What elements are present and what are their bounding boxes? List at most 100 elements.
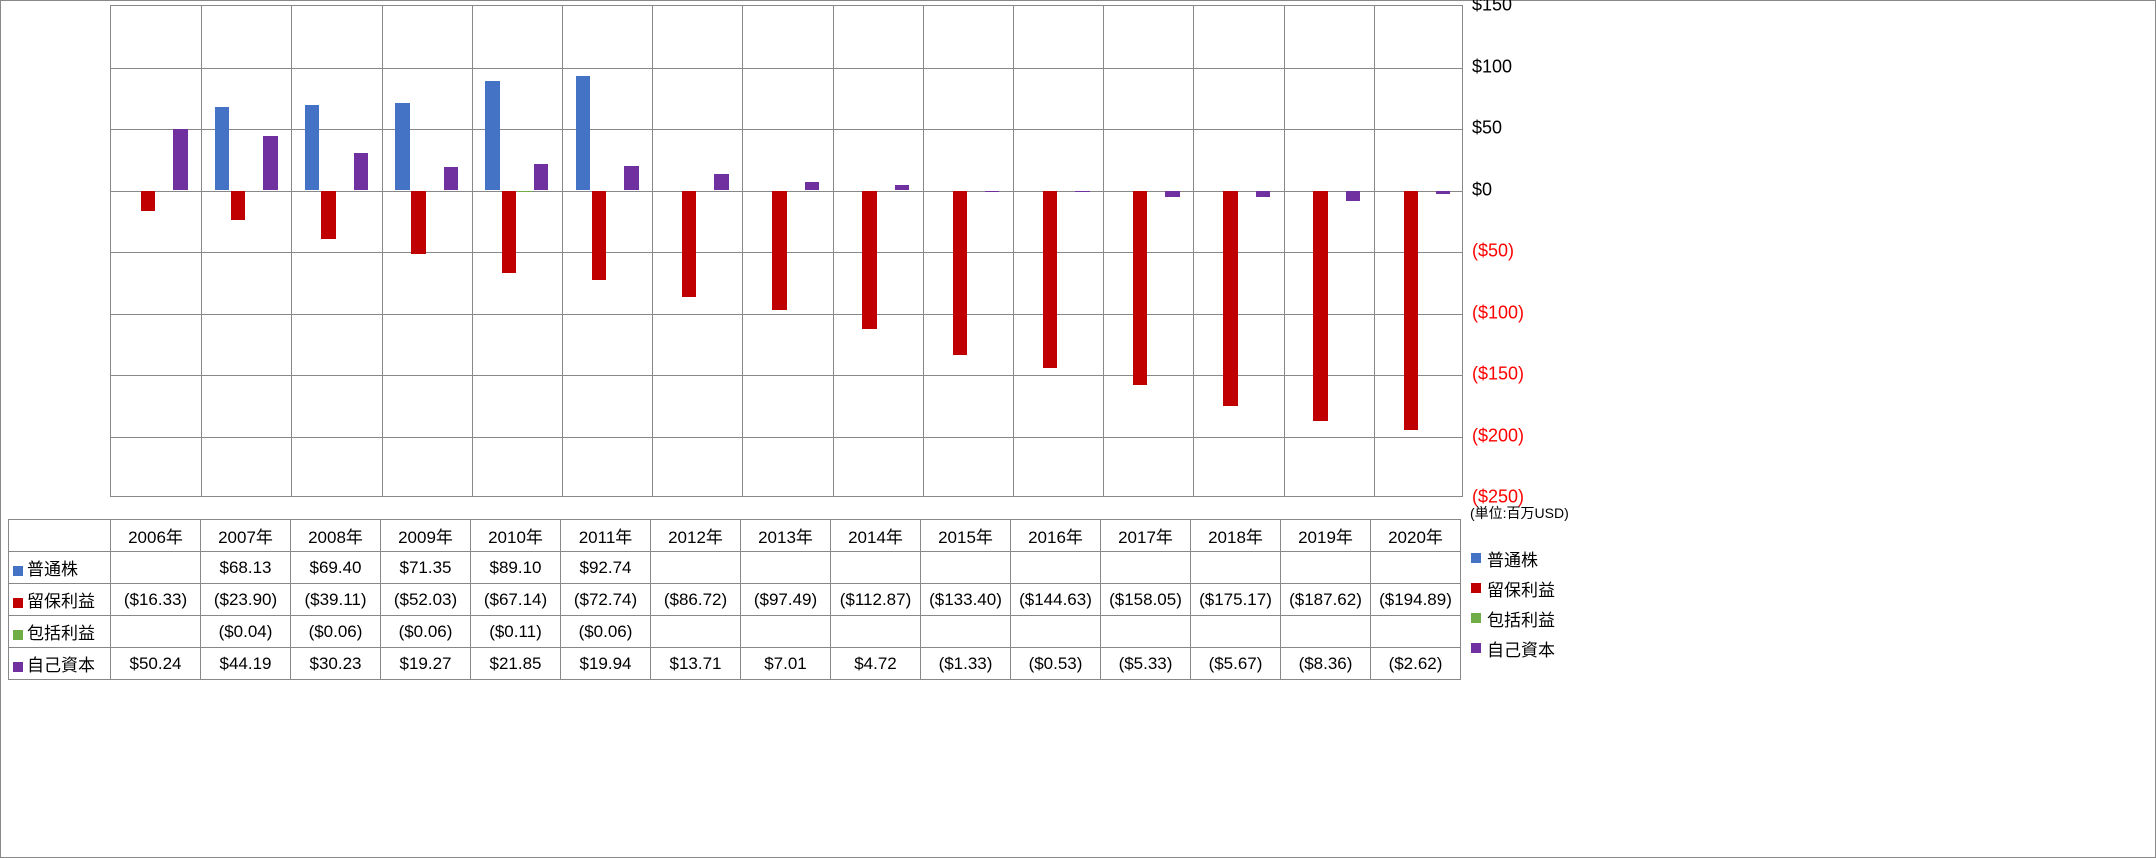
- legend-marker-icon: [13, 662, 23, 672]
- table-cell: [1011, 616, 1101, 648]
- table-cell: [651, 616, 741, 648]
- category-divider: [382, 6, 383, 496]
- table-cell: ($23.90): [201, 584, 291, 616]
- bar-留保利益: [592, 191, 606, 280]
- table-header: 2020年: [1371, 520, 1461, 552]
- bar-留保利益: [1133, 191, 1147, 385]
- bar-普通株: [485, 81, 499, 191]
- table-cell: ($133.40): [921, 584, 1011, 616]
- category-divider: [291, 6, 292, 496]
- gridline: [111, 437, 1462, 438]
- table-cell: [111, 616, 201, 648]
- legend-label: 自己資本: [1487, 636, 1555, 661]
- bar-自己資本: [534, 164, 548, 191]
- category-divider: [833, 6, 834, 496]
- data-table: 2006年2007年2008年2009年2010年2011年2012年2013年…: [8, 519, 1461, 680]
- table-cell: ($0.06): [381, 616, 471, 648]
- table-cell: $19.94: [561, 648, 651, 680]
- table-cell: [651, 552, 741, 584]
- legend-marker-icon: [13, 566, 23, 576]
- table-cell: [111, 552, 201, 584]
- category-divider: [201, 6, 202, 496]
- bar-留保利益: [411, 191, 425, 255]
- table-header: 2014年: [831, 520, 921, 552]
- bar-留保利益: [502, 191, 516, 274]
- bar-留保利益: [682, 191, 696, 298]
- table-cell: ($16.33): [111, 584, 201, 616]
- unit-label: (単位:百万USD): [1470, 503, 1569, 523]
- table-cell: [1101, 552, 1191, 584]
- table-cell: $68.13: [201, 552, 291, 584]
- table-cell: [831, 616, 921, 648]
- bar-自己資本: [1256, 191, 1270, 198]
- table-cell: [1281, 552, 1371, 584]
- table-cell: [1371, 552, 1461, 584]
- y-tick-label: ($50): [1472, 241, 1514, 262]
- table-cell: [1191, 616, 1281, 648]
- gridline: [111, 314, 1462, 315]
- legend-label: 留保利益: [1487, 576, 1555, 601]
- y-tick-label: $50: [1472, 118, 1502, 139]
- table-header: 2015年: [921, 520, 1011, 552]
- bar-留保利益: [141, 191, 155, 211]
- y-tick-label: ($100): [1472, 302, 1524, 323]
- table-cell: $92.74: [561, 552, 651, 584]
- bar-留保利益: [772, 191, 786, 311]
- table-cell: ($187.62): [1281, 584, 1371, 616]
- category-divider: [1013, 6, 1014, 496]
- table-cell: ($67.14): [471, 584, 561, 616]
- table-cell: $21.85: [471, 648, 561, 680]
- legend-marker-icon: [1471, 553, 1481, 563]
- table-cell: [921, 552, 1011, 584]
- bar-普通株: [395, 103, 409, 191]
- y-tick-label: $100: [1472, 56, 1512, 77]
- table-cell: ($175.17): [1191, 584, 1281, 616]
- legend-marker-icon: [13, 598, 23, 608]
- bar-自己資本: [714, 174, 728, 191]
- bar-自己資本: [624, 166, 638, 191]
- table-cell: [1011, 552, 1101, 584]
- table-cell: ($112.87): [831, 584, 921, 616]
- table-cell: ($144.63): [1011, 584, 1101, 616]
- table-header: 2007年: [201, 520, 291, 552]
- legend-item: 包括利益: [1471, 603, 1555, 633]
- y-axis: $150$100$50$0($50)($100)($150)($200)($25…: [1472, 5, 1552, 497]
- table-cell: $19.27: [381, 648, 471, 680]
- category-divider: [742, 6, 743, 496]
- bar-自己資本: [805, 182, 819, 191]
- bar-留保利益: [321, 191, 335, 239]
- series-name: 自己資本: [27, 656, 95, 675]
- series-label: 包括利益: [9, 616, 111, 648]
- table-cell: $4.72: [831, 648, 921, 680]
- table-header: 2008年: [291, 520, 381, 552]
- table-cell: $30.23: [291, 648, 381, 680]
- bar-留保利益: [231, 191, 245, 220]
- legend: 普通株留保利益包括利益自己資本: [1471, 543, 1555, 663]
- table-cell: ($5.67): [1191, 648, 1281, 680]
- legend-marker-icon: [1471, 583, 1481, 593]
- gridline: [111, 375, 1462, 376]
- bar-普通株: [576, 76, 590, 190]
- table-cell: ($158.05): [1101, 584, 1191, 616]
- table-cell: [741, 616, 831, 648]
- table-cell: ($0.53): [1011, 648, 1101, 680]
- table-cell: $44.19: [201, 648, 291, 680]
- legend-label: 包括利益: [1487, 606, 1555, 631]
- category-divider: [652, 6, 653, 496]
- table-header: 2010年: [471, 520, 561, 552]
- table-header: 2013年: [741, 520, 831, 552]
- bar-普通株: [215, 107, 229, 191]
- table-cell: ($39.11): [291, 584, 381, 616]
- legend-marker-icon: [13, 630, 23, 640]
- table-cell: ($97.49): [741, 584, 831, 616]
- bar-自己資本: [985, 191, 999, 193]
- table-cell: $69.40: [291, 552, 381, 584]
- category-divider: [1374, 6, 1375, 496]
- table-cell: ($52.03): [381, 584, 471, 616]
- table-header: 2006年: [111, 520, 201, 552]
- table-cell: ($0.04): [201, 616, 291, 648]
- y-tick-label: $150: [1472, 0, 1512, 16]
- table-header: 2016年: [1011, 520, 1101, 552]
- table-cell: ($0.11): [471, 616, 561, 648]
- table-cell: [1101, 616, 1191, 648]
